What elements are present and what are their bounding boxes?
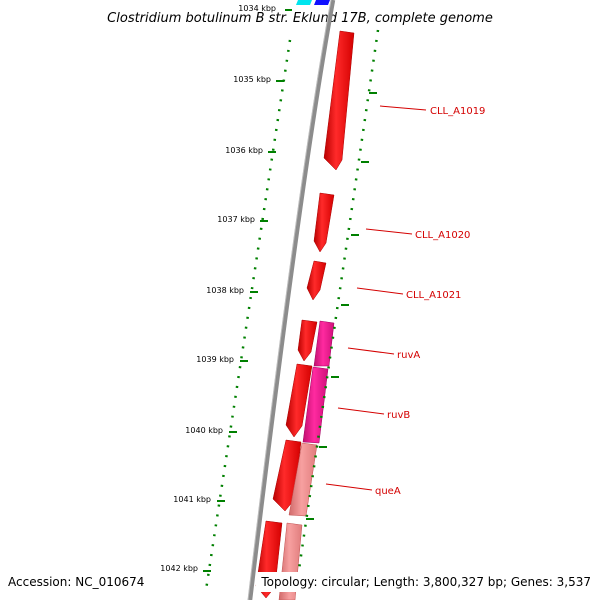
gene-label-cll-a1021: CLL_A1021 (406, 290, 461, 301)
cds-feature-ruvb-left (285, 363, 313, 438)
gene-label-quea: queA (375, 486, 401, 497)
tick-label: 1035 kbp (233, 75, 271, 84)
tick-label: 1041 kbp (173, 495, 211, 504)
map-title: Clostridium botulinum B str. Eklund 17B,… (107, 11, 493, 26)
leader-line (347, 347, 395, 355)
leader-line (379, 105, 427, 111)
outer-ring-ticks (306, 92, 377, 520)
outer-dotted-ring (294, 29, 380, 591)
leader-line (337, 407, 385, 415)
genome-backbone-shadow (247, 0, 332, 600)
accession-text: Accession: NC_010674 (8, 575, 144, 589)
tick-label: 1034 kbp (238, 4, 276, 13)
leader-line (365, 228, 413, 235)
cds-feature-ruva (313, 320, 335, 367)
cds-feature-ruvb (302, 366, 329, 444)
tick-label: 1037 kbp (217, 215, 255, 224)
gene-label-ruvb: ruvB (387, 410, 410, 421)
genome-backbone (247, 0, 336, 600)
inner-dotted-ring (204, 39, 292, 591)
cds-feature-cll-a1021 (306, 260, 327, 301)
cds-feature-cyan (296, 0, 312, 5)
tick-label: 1036 kbp (225, 146, 263, 155)
leader-line (325, 483, 373, 491)
cds-feature-cll-a1019 (323, 30, 355, 171)
tick-group: 1034 kbp 1035 kbp 1036 kbp 1037 kbp 1038… (160, 4, 292, 573)
gene-label-ruva: ruvA (397, 350, 420, 361)
tick-label: 1040 kbp (185, 426, 223, 435)
tick-label: 1039 kbp (196, 355, 234, 364)
cds-feature-cll-a1020 (313, 192, 335, 253)
tick-label: 1042 kbp (160, 564, 198, 573)
topology-text: Topology: circular; Length: 3,800,327 bp… (260, 575, 591, 589)
gene-label-cll-a1020: CLL_A1020 (415, 230, 470, 241)
gene-label-cll-a1019: CLL_A1019 (430, 106, 485, 117)
cds-feature-blue (314, 0, 330, 5)
footer-left-bg (4, 572, 154, 592)
cds-feature-ruva-left (297, 319, 318, 362)
leader-line (356, 287, 404, 295)
tick-label: 1038 kbp (206, 286, 244, 295)
footer-right-bg (256, 572, 596, 592)
